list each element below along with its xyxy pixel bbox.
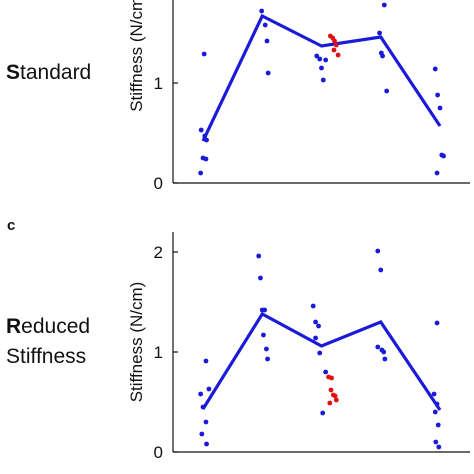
mean-line bbox=[201, 13, 442, 142]
data-point bbox=[384, 88, 390, 94]
data-point bbox=[202, 133, 208, 139]
y-axis-label: Stiffness (N/cm) bbox=[127, 282, 146, 403]
data-point bbox=[203, 156, 209, 162]
data-point bbox=[262, 307, 268, 313]
highlight-point bbox=[329, 375, 334, 381]
data-point bbox=[432, 409, 438, 415]
data-point bbox=[435, 92, 441, 98]
data-point bbox=[431, 391, 437, 397]
y-tick-label: 0 bbox=[154, 174, 163, 193]
data-point bbox=[434, 401, 440, 407]
highlight-point bbox=[332, 393, 338, 399]
row-label-rest: tandard bbox=[20, 61, 92, 84]
panel-letter-c: c bbox=[7, 217, 16, 234]
data-point bbox=[441, 153, 446, 159]
data-point bbox=[433, 439, 439, 445]
data-point bbox=[313, 335, 318, 341]
data-point bbox=[200, 404, 206, 410]
highlight-point bbox=[331, 47, 337, 53]
data-point bbox=[323, 369, 329, 375]
data-point bbox=[319, 65, 324, 71]
data-point bbox=[432, 66, 438, 72]
data-point bbox=[206, 386, 212, 392]
data-point bbox=[434, 170, 440, 176]
highlight-point bbox=[328, 387, 334, 393]
data-point bbox=[382, 356, 388, 362]
data-point bbox=[265, 356, 270, 362]
data-point bbox=[323, 57, 329, 63]
data-point bbox=[310, 303, 316, 309]
data-point bbox=[198, 391, 204, 397]
data-point bbox=[201, 51, 207, 57]
row-label-standard: Standard bbox=[6, 60, 91, 86]
data-point bbox=[381, 349, 387, 355]
data-point bbox=[261, 332, 266, 338]
highlight-point bbox=[332, 38, 337, 44]
data-point bbox=[377, 30, 382, 36]
data-point bbox=[259, 8, 265, 14]
data-point bbox=[378, 267, 384, 273]
data-point bbox=[320, 410, 326, 416]
data-point bbox=[381, 2, 387, 8]
data-point bbox=[317, 350, 323, 356]
data-point bbox=[375, 344, 381, 350]
data-point bbox=[198, 170, 204, 176]
data-point bbox=[263, 346, 269, 352]
row-label-reduced-stiffness: Reduced Stiffness bbox=[6, 314, 90, 370]
data-point bbox=[435, 422, 441, 428]
panel-standard: 0 1 Stiffness (N/cm) bbox=[127, 0, 470, 193]
data-point bbox=[265, 70, 271, 76]
row-label-rest: educed bbox=[21, 315, 91, 338]
data-point bbox=[204, 137, 209, 143]
data-point bbox=[380, 53, 385, 59]
data-point bbox=[320, 77, 326, 83]
y-axis-label: Stiffness (N/cm) bbox=[127, 0, 146, 112]
data-point bbox=[313, 319, 318, 325]
highlight-point bbox=[335, 52, 341, 58]
data-point bbox=[317, 56, 323, 62]
row-label-line2: Stiffness bbox=[6, 345, 87, 368]
panel-reduced-stiffness: 0 1 2 Stiffness (N/cm) bbox=[127, 232, 470, 462]
data-point bbox=[199, 431, 205, 437]
data-point bbox=[204, 441, 209, 447]
y-tick-label: 1 bbox=[154, 343, 163, 362]
data-point bbox=[436, 444, 442, 450]
data-point bbox=[203, 419, 209, 425]
data-point bbox=[258, 275, 263, 281]
highlight-point bbox=[333, 397, 339, 403]
data-point bbox=[203, 358, 209, 364]
data-point bbox=[437, 105, 443, 111]
highlight-point bbox=[333, 42, 339, 48]
y-tick-label: 0 bbox=[154, 443, 163, 462]
highlight-point bbox=[327, 400, 333, 406]
y-tick-label: 1 bbox=[154, 74, 163, 93]
data-point bbox=[375, 248, 381, 254]
data-point bbox=[256, 253, 262, 259]
data-point bbox=[434, 320, 440, 326]
data-point bbox=[314, 53, 320, 59]
y-tick-label: 2 bbox=[154, 243, 163, 262]
row-label-initial: R bbox=[6, 315, 22, 338]
mean-line bbox=[201, 311, 442, 411]
data-point bbox=[198, 127, 204, 133]
data-point bbox=[264, 38, 270, 44]
data-point bbox=[316, 323, 321, 329]
row-label-initial: S bbox=[6, 61, 21, 84]
data-point bbox=[262, 22, 268, 28]
